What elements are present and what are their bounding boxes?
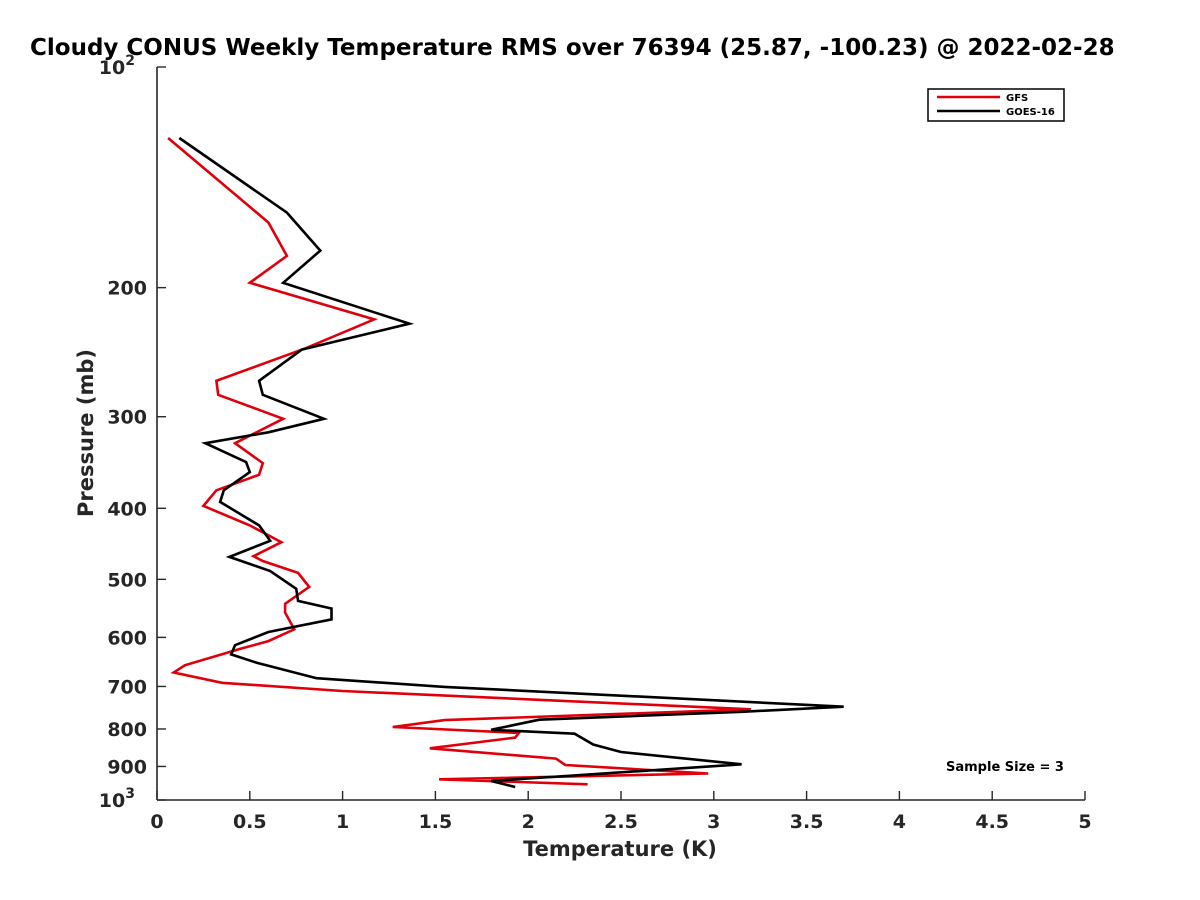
x-axis-title: Temperature (K) (523, 837, 717, 861)
series-layer (167, 136, 844, 789)
y-tick-label: 800 (107, 719, 147, 741)
legend-box (927, 88, 1065, 122)
y-tick-label: 500 (107, 569, 147, 591)
x-tick-label: 1.5 (419, 811, 453, 833)
axes-group: 0 0.5 1 1.5 2 2.5 3 3.5 4 4.5 5 102 200 300 400 500 600 7… (99, 53, 1092, 833)
x-tick-label: 2 (522, 811, 535, 833)
x-tick-label: 2.5 (604, 811, 638, 833)
series-line-goes16 (178, 136, 844, 789)
y-tick-label: 102 (99, 53, 135, 79)
x-tick-label: 1 (336, 811, 349, 833)
x-tick-label: 3.5 (790, 811, 824, 833)
legend: GFS GOES-16 (927, 88, 1065, 122)
legend-label-gfs: GFS (1006, 93, 1028, 104)
x-tick-label: 5 (1078, 811, 1091, 833)
chart-title: Cloudy CONUS Weekly Temperature RMS over… (30, 35, 1115, 61)
y-tick-label: 900 (107, 756, 147, 778)
x-tick-label: 4.5 (975, 811, 1009, 833)
sample-size-annotation: Sample Size = 3 (946, 760, 1064, 775)
y-axis-title: Pressure (mb) (74, 349, 98, 517)
y-tick-label: 600 (107, 627, 147, 649)
x-tick-label: 3 (707, 811, 720, 833)
x-tick-label: 0.5 (233, 811, 267, 833)
x-tick-label: 4 (893, 811, 906, 833)
y-tick-label: 300 (107, 407, 147, 429)
x-tick-label: 0 (150, 811, 163, 833)
y-tick-label: 400 (107, 498, 147, 520)
legend-label-goes16: GOES-16 (1006, 107, 1055, 118)
y-tick-label: 103 (99, 786, 135, 812)
y-tick-label: 700 (107, 676, 147, 698)
y-tick-label: 200 (107, 278, 147, 300)
